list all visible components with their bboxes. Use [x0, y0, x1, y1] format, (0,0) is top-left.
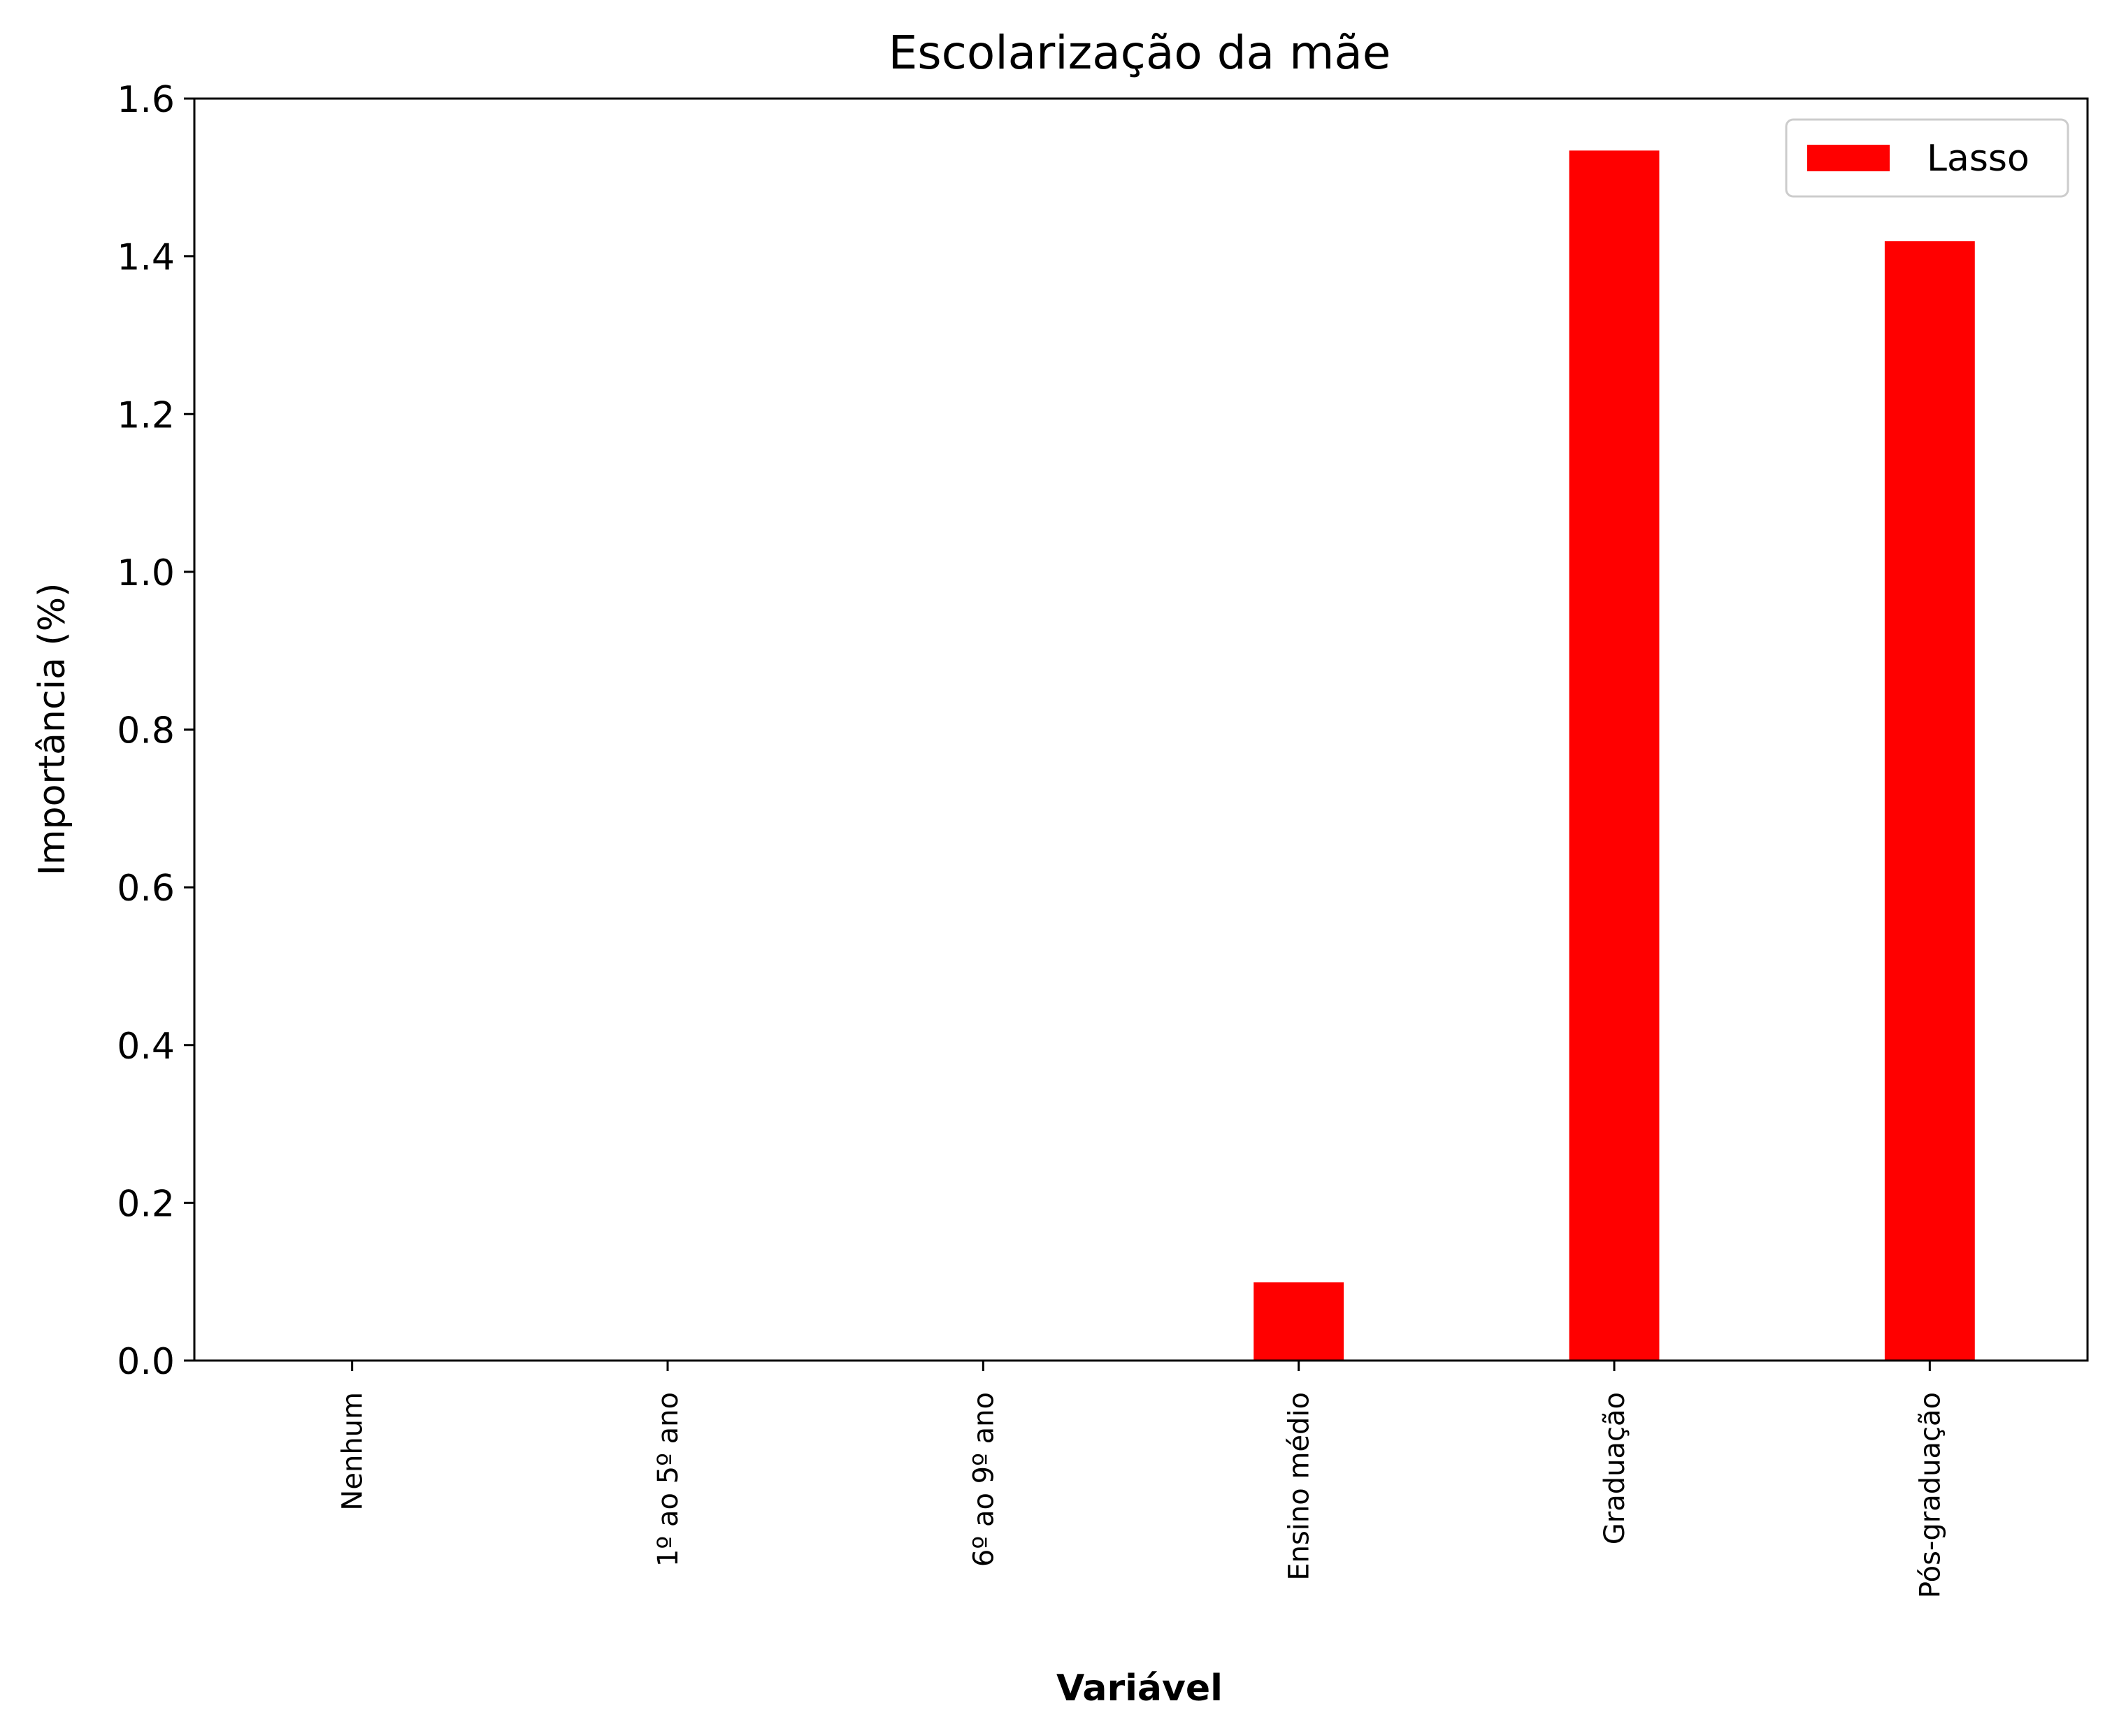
x-tick-label-nenhum: Nenhum	[337, 1392, 369, 1511]
bar-pos-graduacao	[1883, 240, 1976, 1361]
y-axis-label: Importância (%)	[31, 583, 73, 876]
y-tick-label: 0.2	[117, 1183, 175, 1225]
y-tick-label: 1.4	[117, 237, 175, 279]
y-tick-label: 0.6	[117, 868, 175, 910]
x-tick-label-pos-graduacao: Pós-graduação	[1914, 1392, 1946, 1598]
y-tick-label: 1.2	[117, 394, 175, 436]
legend-frame	[1785, 118, 2069, 198]
y-tick-label: 0.8	[117, 710, 175, 752]
y-tick-label: 0.0	[117, 1341, 175, 1383]
plot-frame	[193, 97, 2089, 1362]
bar-ensino-medio	[1252, 1281, 1346, 1361]
y-tick-label: 1.6	[117, 79, 175, 121]
bar-graduacao	[1567, 149, 1661, 1361]
legend: Lasso	[1785, 118, 2069, 198]
legend-label-lasso: Lasso	[1927, 138, 2030, 180]
chart-title: Escolarização da mãe	[889, 26, 1391, 80]
y-tick-label: 0.4	[117, 1026, 175, 1068]
x-axis-label: Variável	[1056, 1667, 1223, 1709]
x-tick-label-graduacao: Graduação	[1599, 1392, 1631, 1544]
x-tick-label-ensino-medio: Ensino médio	[1284, 1392, 1316, 1581]
y-tick-label: 1.0	[117, 552, 175, 594]
x-tick-label-1-ao-5-ano: 1º ao 5º ano	[652, 1392, 684, 1567]
legend-swatch-lasso	[1807, 145, 1890, 171]
x-tick-label-6-ao-9-ano: 6º ao 9º ano	[968, 1392, 1000, 1567]
